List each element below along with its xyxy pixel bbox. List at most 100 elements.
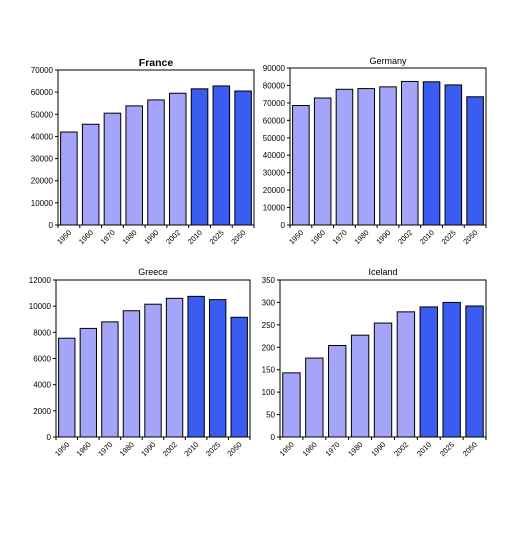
bar-1960 xyxy=(79,327,98,438)
y-tick-label: 50000 xyxy=(31,110,54,119)
bar-2025 xyxy=(444,84,463,226)
y-tick-label: 20000 xyxy=(263,186,286,195)
bar-2002 xyxy=(396,311,416,438)
bar-2010 xyxy=(419,306,438,438)
x-tick-label: 2025 xyxy=(208,228,226,246)
x-tick-label: 2002 xyxy=(392,440,410,458)
bar-2010 xyxy=(422,81,441,226)
bar-2025 xyxy=(442,301,461,438)
y-tick-label: 0 xyxy=(271,433,276,442)
bar-1970 xyxy=(101,321,119,438)
y-tick-label: 10000 xyxy=(263,204,286,213)
x-tick-label: 1970 xyxy=(96,440,114,458)
x-tick-label: 2010 xyxy=(415,440,433,458)
y-tick-label: 0 xyxy=(47,433,52,442)
x-tick-label: 2025 xyxy=(438,440,456,458)
y-tick-label: 300 xyxy=(262,298,276,307)
y-tick-label: 80000 xyxy=(263,81,286,90)
bar-1990 xyxy=(147,99,165,226)
bar-2010 xyxy=(190,88,209,226)
x-tick-label: 1960 xyxy=(77,228,95,246)
x-tick-label: 1960 xyxy=(309,228,327,246)
chart-title: Germany xyxy=(369,56,407,66)
y-tick-label: 60000 xyxy=(263,116,286,125)
x-tick-label: 1980 xyxy=(352,228,370,246)
x-tick-label: 1950 xyxy=(278,440,296,458)
y-tick-label: 10000 xyxy=(31,199,54,208)
bar-1950 xyxy=(292,105,310,226)
x-tick-label: 1980 xyxy=(120,228,138,246)
y-tick-label: 4000 xyxy=(33,381,51,390)
y-tick-label: 50000 xyxy=(263,134,286,143)
x-tick-label: 2050 xyxy=(225,440,243,458)
bar-1950 xyxy=(282,372,301,438)
y-tick-label: 50 xyxy=(266,411,275,420)
x-tick-label: 2010 xyxy=(186,228,204,246)
bar-2010 xyxy=(187,295,205,438)
x-tick-label: 1960 xyxy=(75,440,93,458)
x-tick-label: 1990 xyxy=(142,228,160,246)
chart-panel-0: France 0 10000 20000 30000 40000 50000 60000 700… xyxy=(31,57,255,246)
x-tick-label: 2050 xyxy=(461,228,479,246)
x-tick-label: 2002 xyxy=(164,228,182,246)
y-tick-label: 100 xyxy=(262,388,276,397)
x-tick-label: 2010 xyxy=(182,440,200,458)
y-tick-label: 30000 xyxy=(263,169,286,178)
bar-1970 xyxy=(103,112,122,226)
x-tick-label: 1990 xyxy=(374,228,392,246)
bar-1990 xyxy=(373,322,393,438)
x-tick-label: 1990 xyxy=(369,440,387,458)
y-tick-label: 70000 xyxy=(263,99,286,108)
y-tick-label: 40000 xyxy=(31,132,54,141)
bar-1980 xyxy=(122,310,141,438)
y-tick-label: 0 xyxy=(49,221,54,230)
x-tick-label: 2010 xyxy=(418,228,436,246)
bar-1970 xyxy=(328,344,347,438)
y-tick-label: 0 xyxy=(281,221,286,230)
x-tick-label: 1980 xyxy=(346,440,364,458)
bar-1990 xyxy=(379,86,397,226)
bar-1960 xyxy=(81,123,100,226)
bar-1960 xyxy=(305,357,324,438)
chart-title: Greece xyxy=(138,267,168,277)
y-tick-label: 2000 xyxy=(33,407,51,416)
bar-2025 xyxy=(208,299,227,438)
bar-1990 xyxy=(144,303,162,438)
x-tick-label: 1950 xyxy=(55,228,73,246)
chart-title: France xyxy=(139,57,174,69)
bar-1980 xyxy=(125,105,143,226)
bar-2050 xyxy=(465,305,484,438)
bar-2002 xyxy=(401,80,419,226)
bar-1950 xyxy=(58,337,76,438)
y-tick-label: 350 xyxy=(262,276,276,285)
bar-1980 xyxy=(350,334,370,438)
y-tick-label: 70000 xyxy=(31,66,54,75)
chart-title: Iceland xyxy=(368,267,397,277)
y-tick-label: 12000 xyxy=(29,276,52,285)
x-tick-label: 1970 xyxy=(331,228,349,246)
x-tick-label: 1990 xyxy=(139,440,157,458)
y-tick-label: 150 xyxy=(262,366,276,375)
x-tick-label: 1960 xyxy=(301,440,319,458)
bar-1970 xyxy=(335,88,354,226)
x-tick-label: 2025 xyxy=(440,228,458,246)
bar-1950 xyxy=(60,131,78,226)
bar-2002 xyxy=(169,92,187,226)
x-tick-label: 1970 xyxy=(323,440,341,458)
y-tick-label: 8000 xyxy=(33,328,51,337)
y-tick-label: 20000 xyxy=(31,177,54,186)
x-tick-label: 1950 xyxy=(53,440,71,458)
chart-panel-3: Iceland 0 50 100 150 200 250 300 350 1950 1960 1970… xyxy=(262,267,487,458)
y-tick-label: 250 xyxy=(262,321,276,330)
y-tick-label: 60000 xyxy=(31,88,54,97)
x-tick-label: 1970 xyxy=(99,228,117,246)
bar-2050 xyxy=(466,96,484,226)
y-tick-label: 200 xyxy=(262,343,276,352)
chart-panel-1: Germany 0 10000 20000 30000 40000 50000 60000 70… xyxy=(263,56,487,246)
x-tick-label: 2050 xyxy=(461,440,479,458)
y-tick-label: 90000 xyxy=(263,64,286,73)
x-tick-label: 1980 xyxy=(118,440,136,458)
x-tick-label: 2050 xyxy=(229,228,247,246)
y-tick-label: 30000 xyxy=(31,155,54,164)
